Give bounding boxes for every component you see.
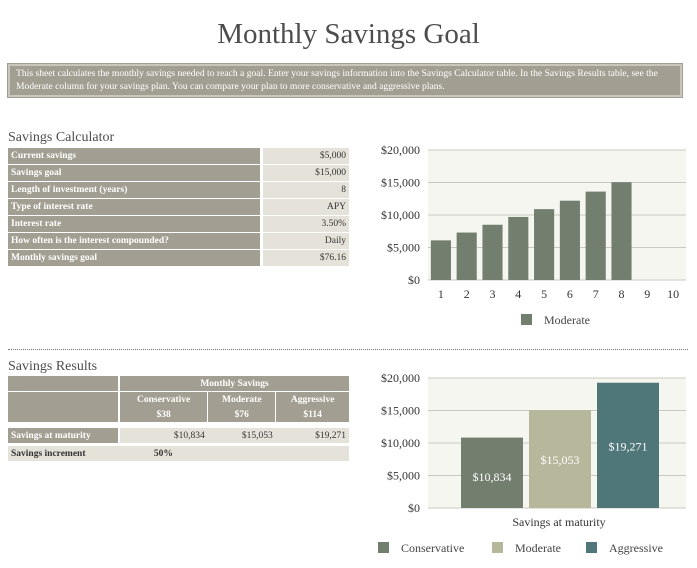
data-label: $19,271 (609, 439, 648, 453)
calculator-row-label: Type of interest rate (8, 198, 263, 216)
monthly-savings-header: Monthly Savings (119, 376, 349, 392)
y-tick-label: $15,000 (381, 176, 420, 190)
savings-results-table: Monthly Savings Conservative Moderate Ag… (8, 376, 349, 461)
calculator-row-label: How often is the interest compounded? (8, 232, 263, 250)
calculator-row: Length of investment (years) 8 (8, 181, 349, 199)
calculator-row-value[interactable]: 3.50% (261, 215, 349, 233)
calculator-row-label: Interest rate (8, 215, 263, 233)
calculator-row-label: Savings goal (8, 164, 263, 182)
y-tick-label: $15,000 (381, 404, 420, 418)
calculator-row: Current savings $5,000 (8, 148, 349, 165)
results-title: Savings Results (8, 359, 98, 374)
x-tick-label: 10 (667, 287, 679, 301)
column-conservative: Conservative (119, 391, 209, 407)
calculator-row-value: $76.16 (261, 249, 349, 267)
bar (482, 224, 503, 280)
amount-moderate[interactable]: $76 (207, 407, 277, 422)
bar (611, 182, 632, 280)
bar (461, 437, 523, 508)
moderate-growth-chart: $0 $5,000 $10,000 $15,000 $20,000 1 2 3 4 5 6 7 8 9 10… (381, 143, 686, 327)
y-tick-label: $20,000 (381, 371, 420, 385)
calculator-row: How often is the interest compounded? Dai… (8, 232, 349, 250)
calculator-row-label: Monthly savings goal (8, 249, 263, 267)
bar (456, 232, 477, 280)
increment-value[interactable]: 50% (119, 446, 208, 461)
calculator-row: Savings goal $15,000 (8, 164, 349, 182)
data-label: $10,834 (473, 470, 512, 484)
maturity-moderate: $15,053 (207, 428, 276, 443)
legend-label: Moderate (544, 313, 590, 327)
column-moderate: Moderate (207, 391, 277, 407)
legend-swatch (492, 542, 503, 553)
y-tick-label: $0 (408, 501, 420, 515)
bar (529, 410, 591, 508)
calculator-row: Monthly savings goal $76.16 (8, 249, 349, 267)
calculator-title: Savings Calculator (8, 130, 115, 145)
bar (430, 240, 451, 280)
description-box: This sheet calculates the monthly saving… (7, 63, 683, 98)
maturity-label: Savings at maturity (8, 428, 120, 443)
x-axis-label: Savings at maturity (512, 515, 605, 529)
calculator-row-value[interactable]: $15,000 (261, 164, 349, 182)
x-tick-label: 9 (644, 287, 650, 301)
maturity-conservative: $10,834 (119, 428, 208, 443)
x-tick-label: 1 (438, 287, 444, 301)
bar (534, 209, 555, 280)
calculator-row-value[interactable]: $5,000 (261, 148, 349, 165)
y-tick-label: $0 (408, 273, 420, 287)
calculator-row-value[interactable]: Daily (261, 232, 349, 250)
legend-swatch (378, 542, 389, 553)
legend-label: Moderate (515, 541, 561, 555)
calculator-row-value[interactable]: 8 (261, 181, 349, 199)
data-label: $15,053 (541, 453, 580, 467)
calculator-row-value[interactable]: APY (261, 198, 349, 216)
x-tick-label: 2 (464, 287, 470, 301)
y-tick-label: $20,000 (381, 143, 420, 157)
amount-aggressive[interactable]: $114 (275, 407, 349, 422)
legend-swatch (521, 314, 532, 325)
increment-label: Savings increment (8, 446, 119, 461)
x-tick-label: 7 (593, 287, 599, 301)
x-tick-label: 4 (515, 287, 521, 301)
page-title: Monthly Savings Goal (217, 18, 480, 50)
y-tick-label: $10,000 (381, 208, 420, 222)
calculator-row-label: Current savings (8, 148, 263, 165)
bar (597, 382, 659, 508)
calculator-row: Interest rate 3.50% (8, 215, 349, 233)
x-tick-label: 5 (541, 287, 547, 301)
savings-calculator-table: Current savings $5,000 Savings goal $15,000… (8, 148, 349, 267)
amount-conservative[interactable]: $38 (119, 407, 209, 422)
savings-at-maturity-chart: $0 $5,000 $10,000 $15,000 $20,000 $10,834 $15,… (378, 371, 686, 555)
y-tick-label: $5,000 (387, 241, 420, 255)
x-tick-label: 6 (567, 287, 573, 301)
x-tick-label: 3 (490, 287, 496, 301)
legend-label: Conservative (401, 541, 464, 555)
legend-label: Aggressive (609, 541, 663, 555)
calculator-row: Type of interest rate APY (8, 198, 349, 216)
maturity-aggressive: $19,271 (275, 428, 349, 443)
y-tick-label: $5,000 (387, 469, 420, 483)
column-aggressive: Aggressive (275, 391, 349, 407)
section-divider (8, 349, 688, 350)
bar (508, 216, 529, 280)
legend-swatch (586, 542, 597, 553)
bar (585, 191, 606, 280)
bar (559, 200, 580, 280)
y-tick-label: $10,000 (381, 436, 420, 450)
calculator-row-label: Length of investment (years) (8, 181, 263, 199)
x-tick-label: 8 (619, 287, 625, 301)
